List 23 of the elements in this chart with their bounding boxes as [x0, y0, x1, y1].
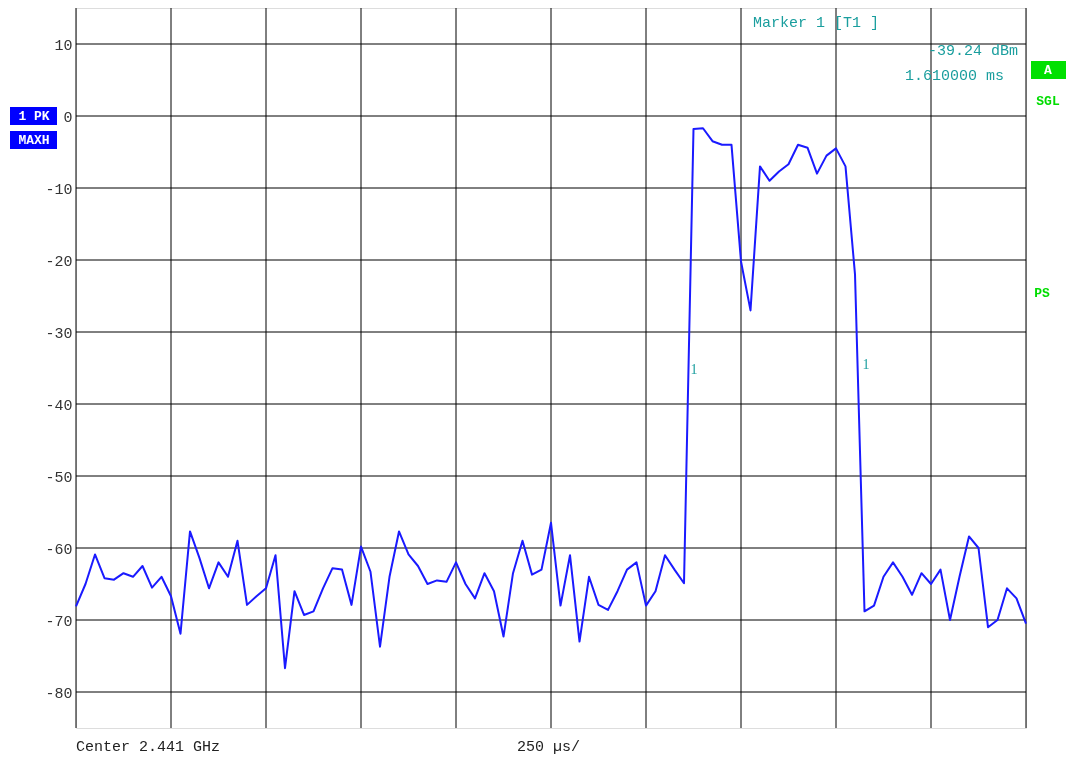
y-tick-label: 0	[63, 109, 73, 127]
y-tick-label: -70	[45, 613, 73, 631]
annotation: 1	[862, 357, 870, 372]
line-series	[75, 127, 1027, 670]
text: SGL	[1036, 94, 1060, 109]
text: 1 PK	[18, 109, 50, 124]
y-tick-label: -60	[45, 541, 73, 559]
y-tick-label: -10	[45, 181, 73, 199]
annotation: -39.24 dBm	[927, 43, 1018, 60]
y-tick-label: -50	[45, 469, 73, 487]
text: Center 2.441 GHz	[76, 739, 221, 756]
y-tick-label: -30	[45, 325, 73, 343]
annotation: Marker 1 [T1 ]	[753, 15, 880, 32]
text: MAXH	[18, 133, 50, 148]
y-tick-label: 10	[54, 37, 73, 55]
text: PS	[1034, 286, 1050, 301]
y-tick-label: -40	[45, 397, 73, 415]
text: A	[1044, 63, 1053, 78]
text: 250 µs/	[517, 739, 581, 756]
y-tick-label: -20	[45, 253, 73, 271]
annotation: 1	[690, 362, 698, 377]
annotation: 1.610000 ms	[904, 68, 1004, 85]
y-tick-label: -80	[45, 685, 73, 703]
